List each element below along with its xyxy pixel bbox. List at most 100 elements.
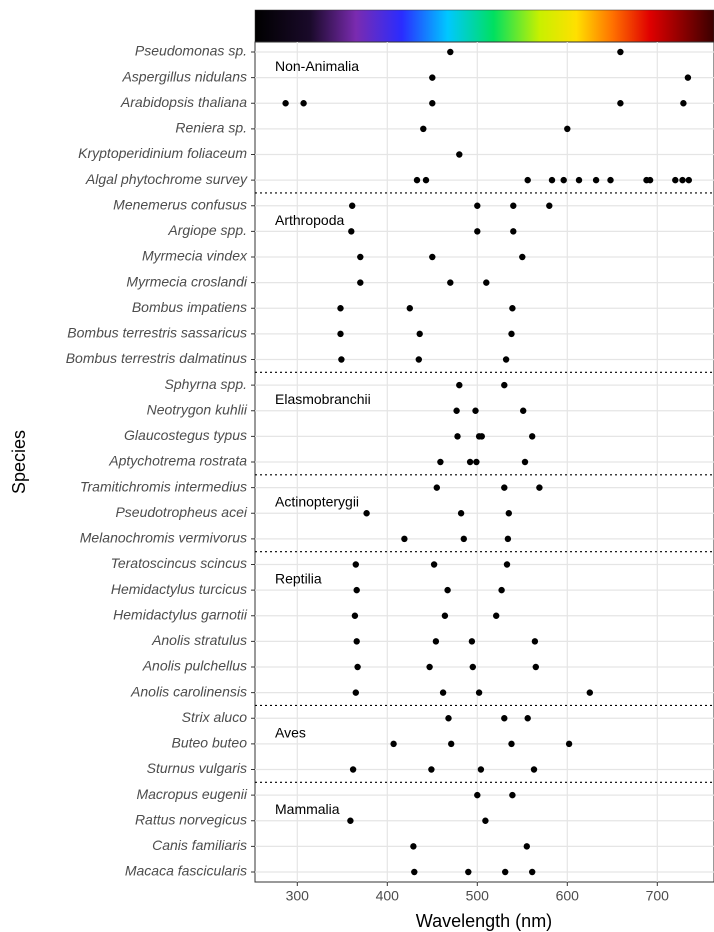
dot	[357, 279, 364, 286]
dot	[469, 663, 476, 671]
dot	[483, 279, 490, 286]
y-tick-label: Kryptoperidinium foliaceum	[78, 145, 247, 161]
dot	[428, 766, 435, 773]
dot	[502, 868, 509, 876]
x-axis-title: Wavelength (nm)	[416, 911, 552, 931]
y-tick-label: Pseudotropheus acei	[115, 504, 247, 520]
dot	[474, 791, 481, 799]
dot	[432, 638, 440, 645]
dot	[415, 356, 422, 363]
y-tick-label: Sphyrna spp.	[165, 376, 248, 392]
dot	[529, 433, 536, 440]
dot	[680, 100, 687, 107]
dot	[351, 612, 359, 619]
dot	[447, 48, 454, 56]
dot	[509, 791, 516, 799]
dot	[684, 74, 692, 81]
dot	[352, 561, 359, 568]
dot	[503, 561, 511, 568]
y-tick-label: Reniera sp.	[175, 120, 247, 136]
dot	[401, 535, 408, 543]
group-label: Elasmobranchii	[275, 391, 371, 407]
y-tick-label: Canis familiaris	[152, 837, 247, 853]
y-tick-label: Teratoscincus scincus	[111, 555, 247, 571]
dot	[352, 689, 359, 696]
group-label: Arthropoda	[275, 212, 344, 228]
plot: 300 400 500 600 700 Non-Animalia Pseudomonas s…	[66, 42, 714, 904]
dot	[300, 100, 307, 107]
dot	[474, 228, 481, 235]
dot	[475, 689, 483, 696]
y-tick-label: Bombus impatiens	[132, 299, 247, 315]
dot	[546, 202, 553, 209]
dot	[337, 330, 344, 338]
dot	[532, 663, 539, 671]
dot	[466, 458, 474, 466]
dot	[353, 638, 360, 645]
dot	[444, 586, 451, 594]
dot	[509, 305, 516, 312]
dot	[437, 458, 444, 466]
dot	[508, 330, 515, 338]
dot	[685, 176, 692, 184]
y-tick-label: Glaucostegus typus	[124, 427, 247, 443]
dot	[433, 484, 440, 491]
dot	[406, 305, 413, 312]
dot	[429, 253, 436, 261]
dot	[349, 202, 356, 209]
y-tick-label: Neotrygon kuhlii	[147, 401, 248, 417]
dot	[501, 715, 508, 722]
dot	[607, 176, 614, 184]
y-tick-label: Argiope spp.	[167, 222, 247, 238]
dot	[482, 817, 489, 824]
group-label: Mammalia	[275, 801, 340, 817]
dot	[420, 125, 427, 133]
dot	[456, 151, 463, 158]
dot	[502, 356, 510, 363]
y-tick-label: Strix aluco	[182, 709, 248, 725]
dot	[390, 740, 397, 748]
dot	[447, 279, 454, 286]
dot	[354, 663, 361, 671]
group-label: Actinopterygii	[275, 494, 359, 510]
y-tick-label: Bombus terrestris dalmatinus	[66, 350, 247, 366]
y-tick-label: Arabidopsis thaliana	[120, 94, 247, 110]
y-tick-label: Menemerus confusus	[113, 196, 247, 212]
y-tick-label: Myrmecia vindex	[142, 248, 248, 264]
y-tick-label: Rattus norvegicus	[135, 811, 247, 827]
dot	[531, 638, 539, 645]
spectrum-bar	[254, 9, 714, 43]
dot	[530, 766, 538, 773]
dot	[501, 484, 508, 491]
x-tick-label: 500	[466, 888, 490, 904]
dot	[441, 612, 449, 619]
y-tick-label: Macaca fascicularis	[125, 863, 247, 879]
dot	[448, 740, 455, 748]
dot	[529, 868, 536, 876]
dot	[416, 330, 423, 338]
dot	[536, 484, 543, 491]
dot	[426, 663, 433, 671]
y-tick-label: Anolis pulchellus	[142, 658, 247, 674]
dot	[679, 176, 686, 184]
dot	[460, 535, 467, 543]
dot	[338, 356, 345, 363]
y-tick-label: Algal phytochrome survey	[85, 171, 248, 187]
y-tick-label: Buteo buteo	[171, 735, 247, 751]
dot	[456, 381, 463, 389]
dot	[430, 561, 438, 568]
dot	[646, 176, 654, 184]
x-tick-label: 600	[556, 888, 580, 904]
dot	[504, 535, 512, 543]
dot	[617, 48, 624, 56]
y-tick-label: Aspergillus nidulans	[121, 68, 247, 84]
dot	[474, 202, 481, 209]
y-tick-label: Hemidactylus turcicus	[111, 581, 247, 597]
dot	[468, 638, 476, 645]
dot	[672, 176, 679, 184]
dot	[564, 125, 571, 133]
dot	[472, 407, 479, 414]
dot	[353, 586, 360, 594]
group-label: Non-Animalia	[275, 58, 359, 74]
